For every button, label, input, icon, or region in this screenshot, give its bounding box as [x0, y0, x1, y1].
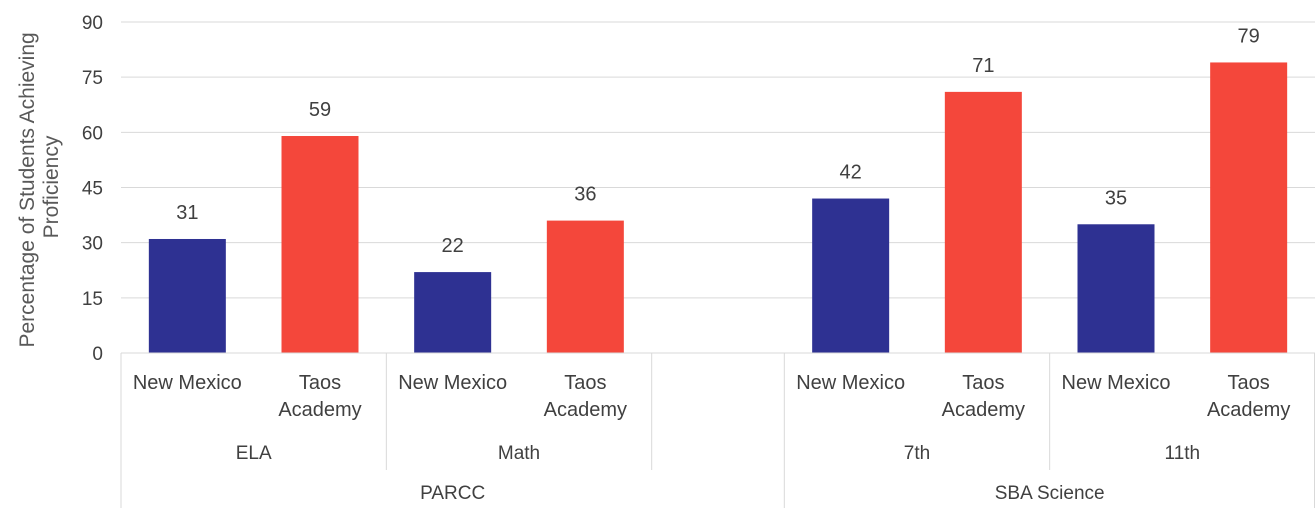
x-axis: New Mexico Taos Academy New Mexico Taos Acade…	[120, 352, 1315, 508]
bar	[414, 272, 492, 353]
x-category-label: Academy	[942, 399, 1025, 421]
x-group-label: 11th	[1165, 443, 1201, 464]
bar	[1077, 224, 1155, 353]
bar-value-label: 36	[574, 184, 596, 206]
bar-value-label: 59	[309, 99, 331, 121]
bar-value-label: 22	[442, 235, 464, 257]
bar	[812, 198, 890, 353]
x-category-label: Taos	[299, 372, 341, 394]
bars	[148, 62, 1288, 353]
x-category-label: New Mexico	[796, 372, 905, 394]
y-tick-label: 90	[82, 13, 103, 34]
y-tick-label: 0	[92, 344, 103, 365]
x-category-label: Academy	[1207, 399, 1290, 421]
bar-value-label: 42	[840, 162, 862, 184]
bar-value-label: 35	[1105, 187, 1127, 209]
x-category-label: Academy	[544, 399, 627, 421]
x-category-label: New Mexico	[133, 372, 242, 394]
bar-value-labels: 31 59 22 36 42 71 35 79	[176, 25, 1260, 257]
x-group-label: ELA	[236, 443, 272, 464]
y-axis-title: Percentage of Students Achieving Profici…	[16, 26, 63, 347]
x-super-group-label: SBA Science	[995, 483, 1105, 504]
bar-value-label: 71	[972, 55, 994, 77]
x-category-label: Academy	[278, 399, 361, 421]
x-category-label: Taos	[1228, 372, 1270, 394]
bar	[281, 136, 359, 353]
y-tick-label: 75	[82, 68, 103, 89]
bar	[1210, 62, 1288, 353]
bar-value-label: 79	[1238, 25, 1260, 47]
y-tick-label: 45	[82, 179, 103, 200]
bar	[546, 220, 624, 353]
bar-value-label: 31	[176, 202, 198, 224]
y-axis-title-line-2: Proficiency	[40, 135, 63, 238]
y-tick-label: 30	[82, 234, 103, 255]
x-category-label: New Mexico	[398, 372, 507, 394]
y-axis-ticks: 0 15 30 45 60 75 90	[82, 13, 103, 365]
x-super-group-label: PARCC	[420, 483, 485, 504]
x-category-label: New Mexico	[1062, 372, 1171, 394]
y-axis-title-line-1: Percentage of Students Achieving	[16, 32, 39, 347]
x-group-label: 7th	[904, 443, 930, 464]
bar	[944, 91, 1022, 353]
x-category-label: Taos	[962, 372, 1004, 394]
y-tick-label: 60	[82, 123, 103, 144]
bar	[148, 238, 226, 353]
y-tick-label: 15	[82, 289, 103, 310]
x-group-label: Math	[498, 443, 540, 464]
x-category-label: Taos	[564, 372, 606, 394]
